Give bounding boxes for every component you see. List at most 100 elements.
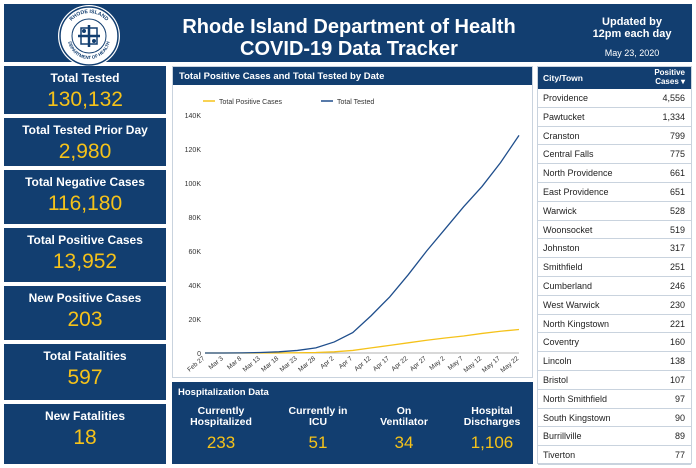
- table-row[interactable]: Bristol 107: [538, 371, 691, 390]
- city-name: Woonsocket: [543, 224, 593, 235]
- hosp-label: Hospitalized: [190, 416, 252, 428]
- city-cases-value: 230: [669, 299, 685, 310]
- city-table-header: City/Town Positive Cases ▾: [538, 67, 691, 89]
- city-cases-value: 246: [669, 280, 685, 291]
- column-header-line1: Positive: [654, 68, 685, 77]
- table-row[interactable]: North Providence 661: [538, 164, 691, 183]
- city-name: North Smithfield: [543, 393, 608, 404]
- city-name: Warwick: [543, 205, 577, 216]
- hospitalization-title: Hospitalization Data: [172, 382, 533, 402]
- hosp-label: Currently: [197, 405, 245, 417]
- city-name: Central Falls: [543, 149, 594, 160]
- hosp-label: On: [396, 405, 412, 417]
- city-cases-value: 221: [669, 318, 685, 329]
- stat-total-negative-cases: Total Negative Cases 116,180: [4, 170, 166, 224]
- city-cases-value: 317: [669, 243, 685, 254]
- stat-total-tested: Total Tested 130,132: [4, 66, 166, 114]
- x-tick-label: May 22: [499, 355, 520, 374]
- table-row[interactable]: East Providence 651: [538, 183, 691, 202]
- y-tick-label: 40K: [189, 283, 202, 290]
- table-row[interactable]: Cumberland 246: [538, 277, 691, 296]
- hosp-currently-hospitalized: Currently Hospitalized 233: [182, 406, 260, 453]
- table-row[interactable]: Providence 4,556: [538, 89, 691, 108]
- city-cases-value: 4,556: [662, 93, 685, 103]
- column-header-line2: Cases ▾: [655, 77, 685, 86]
- table-row[interactable]: Cranston 799: [538, 127, 691, 146]
- stat-label: Total Positive Cases: [27, 233, 143, 247]
- hosp-label: Ventilator: [380, 416, 428, 428]
- update-date: May 23, 2020: [604, 48, 660, 58]
- x-tick-label: Apr 2: [319, 355, 336, 371]
- table-row[interactable]: West Warwick 230: [538, 296, 691, 315]
- city-name: Johnston: [543, 243, 580, 254]
- city-cases-value: 661: [669, 168, 685, 179]
- legend-label-0: Total Positive Cases: [219, 99, 283, 106]
- city-cases-value: 138: [669, 356, 685, 367]
- column-header-positive-cases[interactable]: Positive Cases ▾: [654, 68, 685, 86]
- table-row[interactable]: North Smithfield 97: [538, 390, 691, 409]
- table-row[interactable]: Coventry 160: [538, 333, 691, 353]
- hospitalization-panel: Currently Hospitalized 233 Currently in …: [172, 402, 533, 464]
- hosp-label: Hospital: [471, 405, 513, 417]
- table-row[interactable]: Pawtucket 1,334: [538, 108, 691, 127]
- x-tick-label: Apr 27: [409, 355, 428, 373]
- y-tick-label: 80K: [189, 215, 202, 222]
- chart-title: Total Positive Cases and Total Tested by…: [173, 67, 532, 85]
- update-line1: Updated by: [602, 16, 662, 28]
- x-tick-label: Apr 22: [390, 355, 409, 373]
- stat-value: 13,952: [52, 250, 118, 273]
- stat-value: 203: [67, 308, 103, 331]
- hosp-value: 34: [394, 433, 414, 452]
- series-line-0: [204, 328, 520, 354]
- column-header-city[interactable]: City/Town: [543, 73, 583, 83]
- table-row[interactable]: Woonsocket 519: [538, 221, 691, 240]
- city-name: Cumberland: [543, 280, 593, 291]
- x-tick-label: Apr 12: [353, 355, 372, 373]
- update-schedule: Updated by 12pm each day: [586, 16, 678, 40]
- table-row[interactable]: North Kingstown 221: [538, 315, 691, 334]
- table-row[interactable]: Johnston 317: [538, 239, 691, 259]
- city-name: North Kingstown: [543, 318, 610, 329]
- table-row[interactable]: Warwick 528: [538, 202, 691, 221]
- city-table-body: Providence 4,556 Pawtucket 1,334 Cranston 799…: [538, 89, 691, 465]
- stat-total-tested-prior-day: Total Tested Prior Day 2,980: [4, 118, 166, 166]
- x-tick-label: Mar 28: [297, 355, 317, 374]
- table-row[interactable]: Burrillville 89: [538, 427, 691, 447]
- hosp-currently-icu: Currently in ICU 51: [284, 406, 352, 453]
- hosp-label: Currently in: [288, 405, 348, 417]
- page-title: Rhode Island Department of Health COVID-…: [154, 16, 544, 60]
- city-name: Smithfield: [543, 262, 583, 273]
- city-name: Tiverton: [543, 450, 576, 461]
- page-title-line2: COVID-19 Data Tracker: [240, 38, 458, 60]
- x-tick-label: May 2: [428, 355, 446, 372]
- city-cases-value: 160: [669, 337, 685, 348]
- hosp-value: 1,106: [470, 433, 514, 452]
- city-name: Cranston: [543, 130, 580, 141]
- city-name: East Providence: [543, 186, 609, 197]
- city-cases-value: 251: [669, 262, 685, 273]
- city-cases-value: 1,334: [662, 111, 685, 122]
- city-cases-value: 97: [674, 393, 685, 404]
- city-cases-value: 107: [669, 374, 685, 385]
- stat-value: 2,980: [58, 140, 112, 163]
- table-row[interactable]: Smithfield 251: [538, 258, 691, 277]
- y-tick-label: 0: [197, 351, 201, 358]
- city-name: South Kingstown: [543, 412, 611, 423]
- y-tick-label: 100K: [185, 181, 202, 188]
- hosp-on-ventilator: On Ventilator 34: [372, 406, 436, 453]
- stat-label: Total Negative Cases: [25, 175, 145, 189]
- table-row[interactable]: South Kingstown 90: [538, 409, 691, 428]
- stat-total-positive-cases: Total Positive Cases 13,952: [4, 228, 166, 282]
- stat-label: New Positive Cases: [28, 291, 142, 305]
- y-tick-label: 20K: [189, 317, 202, 324]
- y-tick-label: 140K: [185, 113, 202, 120]
- city-cases-value: 528: [669, 205, 685, 216]
- table-row[interactable]: Lincoln 138: [538, 352, 691, 371]
- table-row[interactable]: Central Falls 775: [538, 145, 691, 165]
- city-cases-table: City/Town Positive Cases ▾ Providence 4,5…: [537, 66, 692, 465]
- city-name: West Warwick: [543, 299, 600, 310]
- table-row[interactable]: Tiverton 77: [538, 446, 691, 465]
- city-cases-value: 799: [669, 130, 685, 141]
- city-name: Burrillville: [543, 431, 582, 442]
